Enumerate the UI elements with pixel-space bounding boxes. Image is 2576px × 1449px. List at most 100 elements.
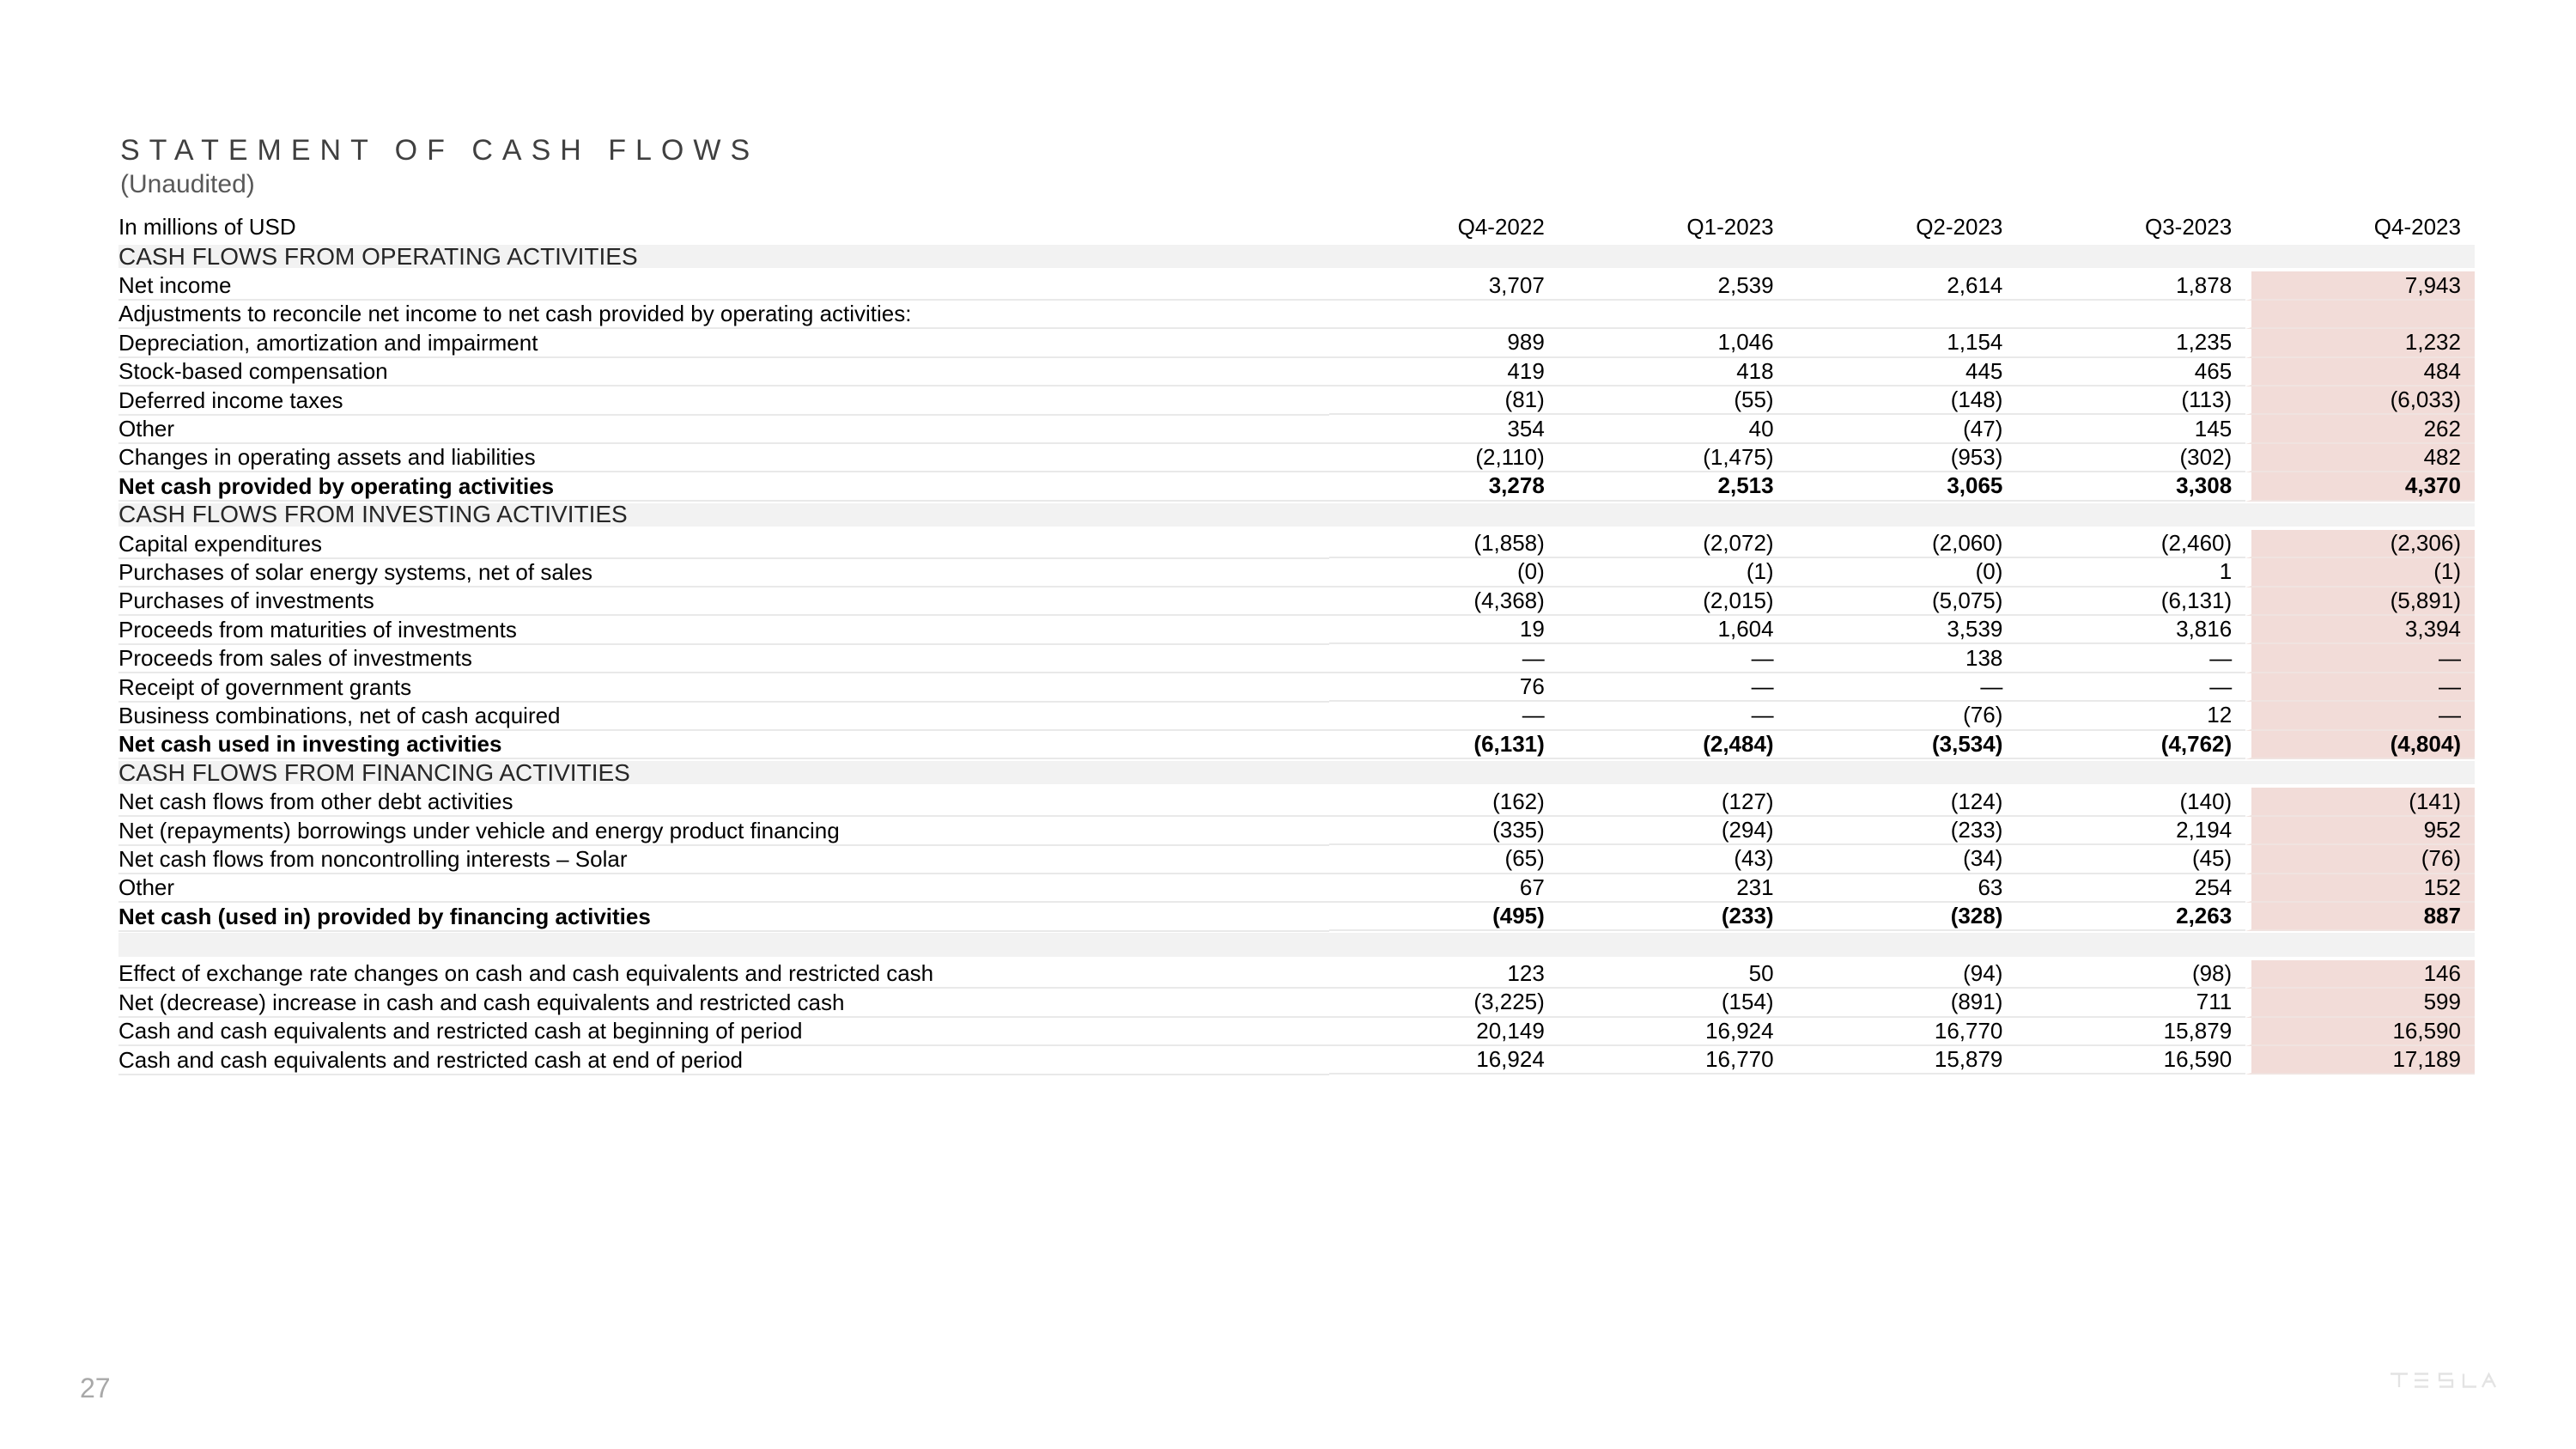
column-header-q3-2023: Q3-2023: [2145, 213, 2233, 240]
row-label: Proceeds from sales of investments: [118, 644, 1329, 674]
cell-value: (2,110): [1329, 444, 1558, 473]
table-row: Net (repayments) borrowings under vehicl…: [118, 816, 2475, 846]
section-band: CASH FLOWS FROM INVESTING ACTIVITIES: [118, 501, 2475, 527]
table-row: Business combinations, net of cash acqui…: [118, 702, 2475, 731]
cell-value: —: [1558, 644, 1788, 673]
table-row: Receipt of government grants 76— — — —: [118, 673, 2475, 703]
cell-value: 3,816: [2016, 616, 2246, 645]
cell-value: (302): [2016, 444, 2246, 473]
cell-value: (2,060): [1787, 530, 2017, 559]
cell-value: (233): [1558, 903, 1788, 932]
row-label: Net (repayments) borrowings under vehicl…: [118, 817, 1329, 846]
column-header-q2-2023: Q2-2023: [1916, 213, 2003, 240]
cell-value: 3,308: [2016, 472, 2246, 502]
cell-value: (328): [1787, 903, 2017, 932]
cell-value: (98): [2016, 960, 2246, 989]
cell-value: (65): [1329, 845, 1558, 874]
row-label: Other: [118, 874, 1329, 904]
table-row: Other 67 231 63 254 152: [118, 874, 2475, 904]
cell-value: 262: [2245, 415, 2475, 444]
cell-value: 19: [1329, 616, 1558, 645]
total-row: Net cash used in investing activities (6,…: [118, 730, 2475, 760]
table-header-row: In millions of USD Q4-2022 Q1-2023 Q2-20…: [118, 210, 2475, 243]
cell-value: 16,770: [1558, 1046, 1788, 1075]
table-row: Cash and cash equivalents and restricted…: [118, 1017, 2475, 1047]
cell-value: (154): [1558, 989, 1788, 1018]
row-label: Purchases of solar energy systems, net o…: [118, 558, 1329, 588]
row-label: Adjustments to reconcile net income to n…: [118, 300, 1329, 330]
row-label: Net cash used in investing activities: [118, 730, 1329, 760]
cell-value: —: [2245, 673, 2475, 703]
cell-value: 145: [2016, 415, 2246, 444]
cell-value: [1787, 301, 2017, 330]
row-label: Effect of exchange rate changes on cash …: [118, 959, 1329, 989]
table-row: Purchases of solar energy systems, net o…: [118, 558, 2475, 588]
table-row: Effect of exchange rate changes on cash …: [118, 959, 2475, 989]
row-label: Net cash provided by operating activitie…: [118, 472, 1329, 502]
cell-value: (148): [1787, 387, 2017, 416]
cell-value: 3,394: [2245, 616, 2475, 645]
cell-value: 1,604: [1558, 616, 1788, 645]
table-row: Proceeds from sales of investments — —138—…: [118, 644, 2475, 674]
cell-value: (6,131): [2016, 588, 2246, 617]
cell-value: —: [1787, 673, 2017, 703]
section-row: CASH FLOWS FROM FINANCING ACTIVITIES: [118, 759, 2475, 788]
cell-value: [1558, 301, 1788, 330]
cell-value: (81): [1329, 387, 1558, 416]
cell-value: (495): [1329, 903, 1558, 932]
row-label: Capital expenditures: [118, 530, 1329, 559]
cell-value: 254: [2016, 874, 2246, 903]
cell-value: (0): [1787, 558, 2017, 588]
cell-value: 599: [2245, 989, 2475, 1018]
cell-value: (55): [1558, 387, 1788, 416]
cell-value: 952: [2245, 816, 2475, 846]
cell-value: (113): [2016, 387, 2246, 416]
table-row: Net cash flows from other debt activitie…: [118, 788, 2475, 818]
row-label: Other: [118, 415, 1329, 445]
row-label: Depreciation, amortization and impairmen…: [118, 329, 1329, 358]
column-header-q4-2022: Q4-2022: [1457, 213, 1545, 240]
page-subtitle: (Unaudited): [120, 170, 255, 198]
cell-value: (0): [1329, 558, 1558, 588]
cell-value: 16,924: [1329, 1046, 1558, 1075]
cell-value: 40: [1558, 415, 1788, 444]
cell-value: 484: [2245, 357, 2475, 387]
row-label: Proceeds from maturities of investments: [118, 616, 1329, 645]
cell-value: 20,149: [1329, 1018, 1558, 1046]
cell-value: 2,539: [1558, 271, 1788, 301]
cell-value: 16,590: [2245, 1017, 2475, 1046]
cell-value: 16,924: [1558, 1018, 1788, 1046]
table-row: Proceeds from maturities of investments 1…: [118, 616, 2475, 645]
row-label: Deferred income taxes: [118, 387, 1329, 416]
total-row: Net cash provided by operating activitie…: [118, 472, 2475, 502]
cell-value: 1,046: [1558, 329, 1788, 358]
cell-value: 2,614: [1787, 271, 2017, 301]
cell-value: 419: [1329, 358, 1558, 387]
cell-value: —: [2016, 644, 2246, 673]
row-label: Cash and cash equivalents and restricted…: [118, 1046, 1329, 1075]
cell-value: 15,879: [2016, 1018, 2246, 1046]
row-label: Purchases of investments: [118, 587, 1329, 617]
cell-value: (953): [1787, 444, 2017, 473]
cell-value: (162): [1329, 788, 1558, 817]
row-label: Business combinations, net of cash acqui…: [118, 702, 1329, 731]
table-row: Changes in operating assets and liabilit…: [118, 443, 2475, 473]
cell-value: (76): [1787, 702, 2017, 731]
cell-value: —: [2016, 673, 2246, 703]
cell-value: —: [2245, 644, 2475, 673]
page-number: 27: [80, 1373, 111, 1403]
cell-value: 1,235: [2016, 329, 2246, 358]
cell-value: (47): [1787, 415, 2017, 444]
table-row: Cash and cash equivalents and restricted…: [118, 1045, 2475, 1075]
row-label: Receipt of government grants: [118, 673, 1329, 703]
row-label: Net cash flows from noncontrolling inter…: [118, 845, 1329, 874]
cell-value: 1,154: [1787, 329, 2017, 358]
cell-value: (5,891): [2245, 587, 2475, 617]
cell-value: —: [1558, 702, 1788, 731]
cell-value: 465: [2016, 358, 2246, 387]
cell-value: (2,306): [2245, 529, 2475, 559]
section-row: CASH FLOWS FROM OPERATING ACTIVITIES: [118, 243, 2475, 271]
cell-value: 231: [1558, 874, 1788, 903]
table-row: Depreciation, amortization and impairmen…: [118, 329, 2475, 358]
cell-value: (4,368): [1329, 588, 1558, 617]
